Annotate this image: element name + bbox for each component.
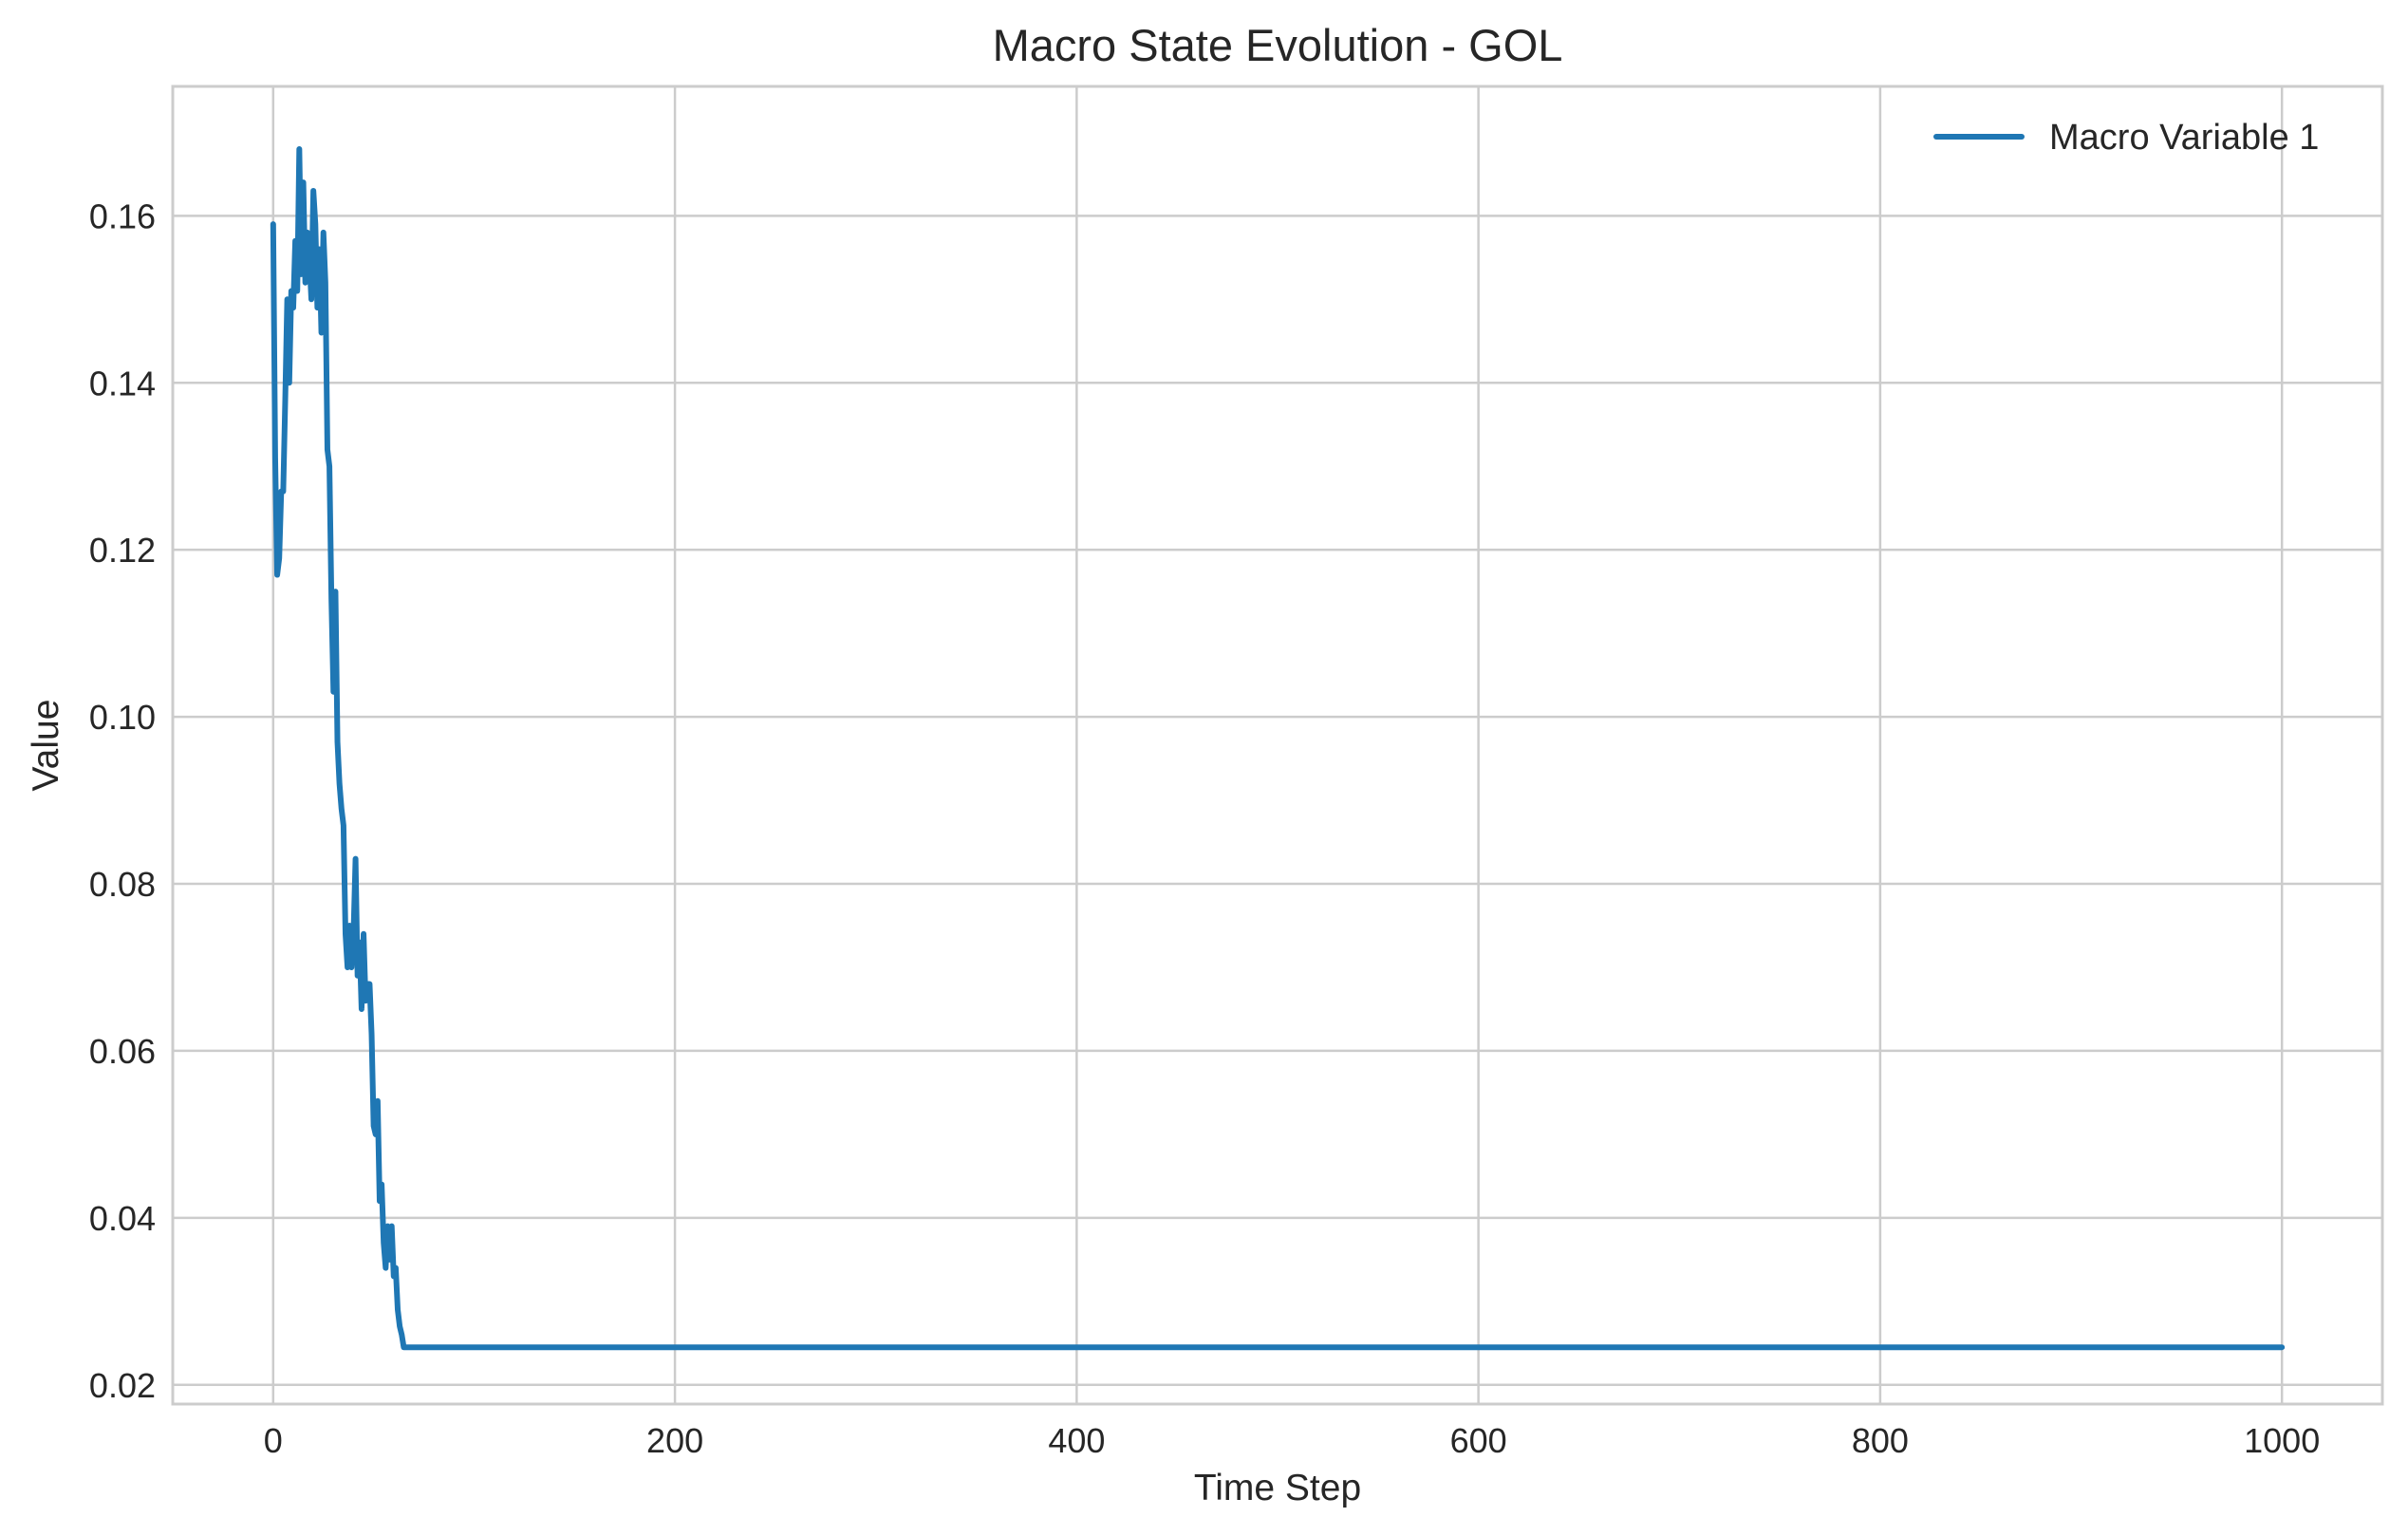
- x-tick-label: 1000: [2244, 1421, 2320, 1460]
- x-tick-label: 800: [1852, 1421, 1909, 1460]
- y-tick-label: 0.16: [89, 197, 156, 235]
- plot-frame: [171, 84, 2384, 1406]
- y-tick-label: 0.10: [89, 698, 156, 737]
- legend-label-macro-variable-1: Macro Variable 1: [2049, 118, 2319, 158]
- y-tick-label: 0.08: [89, 865, 156, 904]
- x-tick-label: 200: [646, 1421, 703, 1460]
- x-axis-label: Time Step: [1194, 1468, 1361, 1508]
- y-axis-label: Value: [26, 700, 66, 792]
- grid-lines: [173, 86, 2382, 1404]
- legend: Macro Variable 1: [1933, 118, 2319, 158]
- y-tick-label: 0.04: [89, 1199, 156, 1238]
- x-tick-label: 400: [1048, 1421, 1105, 1460]
- series-lines: [270, 145, 2286, 1351]
- y-tick-label: 0.12: [89, 531, 156, 570]
- x-tick-label: 0: [264, 1421, 283, 1460]
- series-line-macro-variable-1: [270, 145, 2286, 1351]
- y-tick-label: 0.06: [89, 1032, 156, 1071]
- y-tick-label: 0.02: [89, 1366, 156, 1405]
- chart-title: Macro State Evolution - GOL: [993, 20, 1563, 70]
- y-tick-label: 0.14: [89, 364, 156, 403]
- tick-labels: 0 200 400 600 800 1000 0.02 0.04 0.06 0.08 0.10 0.1…: [89, 197, 2320, 1460]
- x-tick-label: 600: [1450, 1421, 1507, 1460]
